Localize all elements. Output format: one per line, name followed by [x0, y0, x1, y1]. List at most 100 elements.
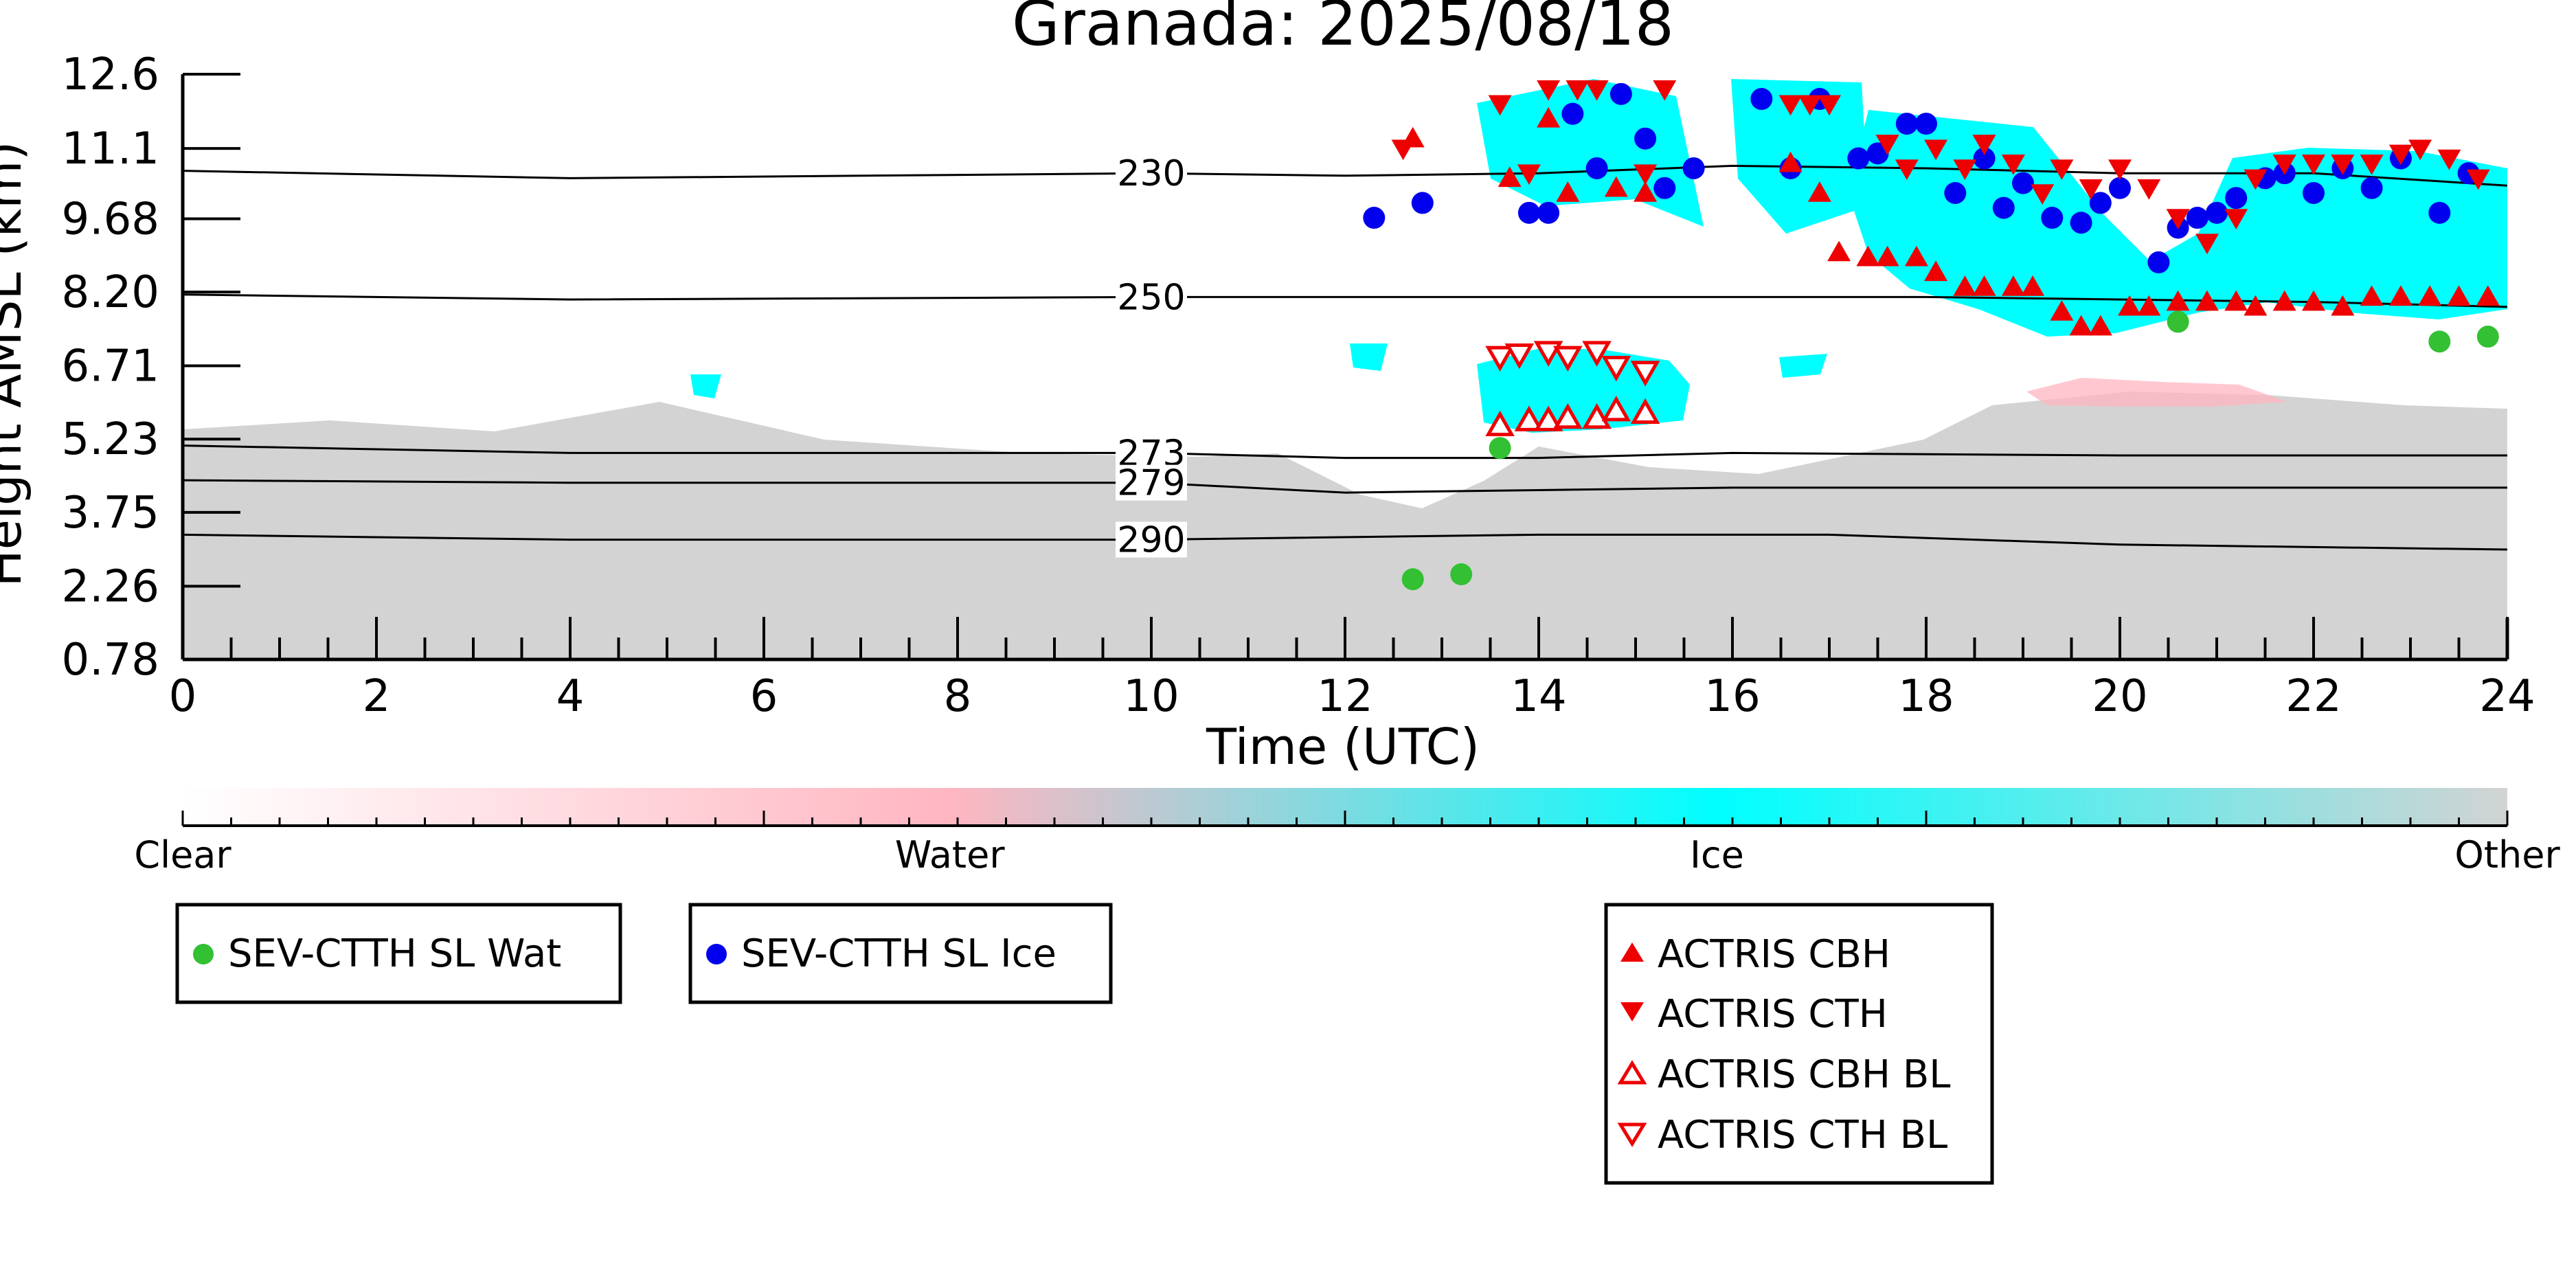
marker-actris-cbh	[2195, 290, 2219, 311]
marker-actris-cth	[1537, 80, 1561, 101]
marker-actris-cbh	[2418, 285, 2442, 306]
x-tick-label: 20	[2092, 671, 2147, 722]
legend-marker-cth	[1620, 1002, 1644, 1021]
colorbar-label: Ice	[1690, 833, 1744, 877]
marker-sev-ctth-sl-ice	[1915, 113, 1937, 135]
marker-actris-cbh	[1634, 181, 1658, 202]
x-tick-label: 24	[2479, 671, 2535, 722]
marker-actris-cbh-bl	[1630, 398, 1660, 425]
legend-label: SEV-CTTH SL Ice	[741, 931, 1057, 976]
classification-field	[183, 79, 2507, 659]
colorbar-label: Water	[895, 833, 1005, 877]
marker-actris-cth	[1653, 80, 1677, 101]
y-tick-label: 8.20	[62, 267, 160, 318]
marker-actris-cth-bl	[1485, 346, 1515, 372]
marker-actris-cth	[2031, 184, 2055, 205]
marker-actris-cth	[2079, 179, 2103, 200]
marker-actris-cbh	[2137, 295, 2161, 316]
marker-actris-cth	[1585, 80, 1609, 101]
marker-actris-cth	[2388, 144, 2413, 166]
marker-sev-ctth-sl-ice	[1561, 102, 1584, 125]
x-tick-label: 8	[944, 671, 972, 722]
marker-actris-cth-bl	[1552, 346, 1583, 372]
marker-sev-ctth-sl-ice	[2109, 177, 2131, 199]
legend-marker	[193, 944, 214, 964]
marker-actris-cth-bl	[1601, 356, 1631, 382]
marker-actris-cth	[2272, 154, 2296, 175]
colorbar-label: Other	[2454, 833, 2560, 877]
marker-actris-cbh	[2476, 285, 2500, 306]
y-tick-label: 5.23	[62, 414, 160, 465]
marker-actris-cbh	[2388, 285, 2413, 306]
marker-actris-cth	[1391, 139, 1415, 161]
marker-actris-cth	[1778, 95, 1803, 116]
legend-label: ACTRIS CTH BL	[1658, 1113, 1947, 1157]
isotherm-290	[183, 533, 2507, 551]
marker-sev-ctth-sl-ice	[1517, 201, 1540, 224]
marker-actris-cbh	[1778, 151, 1803, 172]
y-axis-label: Height AMSL (km)	[0, 142, 32, 587]
legend-marker-cth-bl	[1617, 1122, 1647, 1147]
marker-actris-cth	[2166, 209, 2190, 230]
marker-actris-cth	[2331, 154, 2355, 175]
marker-actris-cth	[2437, 149, 2461, 170]
marker-actris-cth	[1517, 164, 1541, 185]
marker-actris-cbh	[2302, 290, 2325, 311]
marker-sev-ctth-sl-ice	[1895, 113, 1918, 135]
marker-actris-cbh-bl	[1533, 405, 1563, 431]
isotherm-label: 250	[1117, 277, 1185, 318]
marker-actris-cbh	[1827, 240, 1851, 262]
x-tick-label: 14	[1511, 671, 1566, 722]
marker-actris-cbh	[1972, 275, 1996, 296]
marker-sev-ctth-sl-ice	[1750, 88, 1773, 111]
marker-sev-ctth-sl-ice	[1363, 207, 1386, 229]
marker-sev-ctth-sl-ice	[1866, 142, 1889, 165]
y-tick-label: 12.6	[62, 49, 160, 100]
marker-actris-cth	[1566, 80, 1590, 101]
x-tick-label: 16	[1704, 671, 1760, 722]
marker-sev-ctth-sl-ice	[1847, 147, 1870, 170]
marker-sev-ctth-sl-ice	[1682, 157, 1705, 179]
marker-actris-cbh	[2331, 295, 2355, 316]
marker-sev-ctth-sl-ice	[2089, 192, 2112, 214]
marker-actris-cbh	[1604, 176, 1628, 197]
isotherm-273	[183, 444, 2507, 460]
x-tick-label: 0	[169, 671, 197, 722]
marker-actris-cbh-bl	[1552, 403, 1583, 429]
isotherm-279	[183, 479, 2507, 494]
marker-sev-ctth-sl-ice	[2428, 201, 2451, 224]
marker-actris-cbh	[1537, 106, 1561, 128]
marker-actris-cbh	[2069, 315, 2093, 336]
marker-actris-cbh-bl	[1514, 405, 1544, 431]
marker-actris-cbh	[1875, 245, 1899, 267]
marker-sev-ctth-sl-ice	[1944, 181, 1967, 204]
marker-actris-cth	[1798, 95, 1822, 116]
marker-actris-cth	[1634, 164, 1658, 185]
x-tick-label: 10	[1123, 671, 1179, 722]
marker-actris-cbh	[2021, 275, 2045, 296]
marker-actris-cth-bl	[1504, 343, 1535, 370]
marker-sev-ctth-sl-ice	[1992, 196, 2015, 219]
marker-actris-cbh	[1904, 245, 1928, 267]
marker-sev-ctth-sl-wat	[2476, 326, 2499, 348]
marker-actris-cth	[1924, 139, 1948, 161]
marker-sev-ctth-sl-wat	[2428, 330, 2451, 353]
marker-sev-ctth-sl-ice	[2303, 181, 2325, 204]
legend-label: SEV-CTTH SL Wat	[228, 931, 561, 976]
marker-actris-cth	[1818, 95, 1841, 116]
colorbar-label: Clear	[134, 833, 231, 877]
x-tick-label: 18	[1898, 671, 1954, 722]
x-tick-label: 6	[750, 671, 778, 722]
legend-sev-ice: SEV-CTTH SL Ice	[688, 903, 1113, 1004]
marker-actris-cbh	[2050, 300, 2074, 321]
marker-sev-ctth-sl-ice	[2225, 187, 2248, 210]
marker-sev-ctth-sl-ice	[2206, 201, 2228, 224]
isotherm-label: 230	[1117, 153, 1185, 194]
legend-label: ACTRIS CBH BL	[1658, 1052, 1950, 1097]
marker-actris-cth	[1895, 159, 1919, 180]
marker-actris-cbh-bl	[1582, 403, 1612, 429]
marker-actris-cth	[2195, 234, 2219, 255]
marker-actris-cbh	[2001, 275, 2025, 296]
y-tick-label: 0.78	[62, 635, 160, 686]
marker-actris-cbh	[2360, 285, 2384, 306]
